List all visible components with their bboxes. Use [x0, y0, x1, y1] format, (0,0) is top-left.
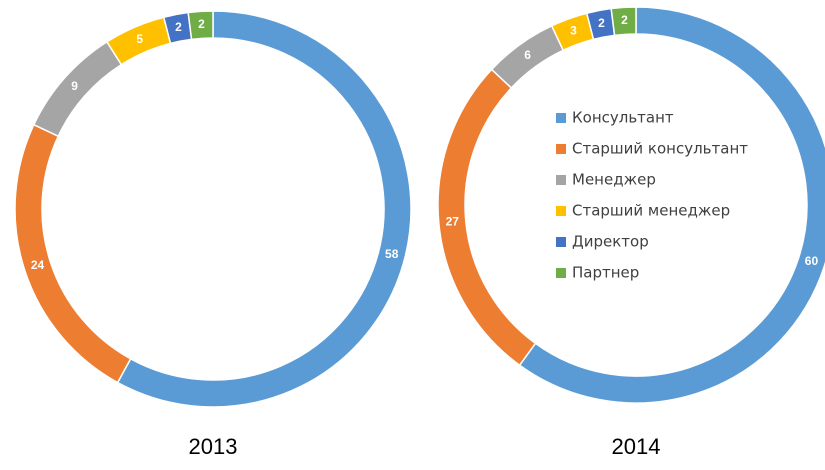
legend-label: Менеджер — [572, 171, 656, 189]
legend-label: Консультант — [572, 109, 674, 127]
donut-slice — [610, 6, 637, 37]
legend-label: Партнер — [572, 264, 639, 282]
legend-swatch — [556, 144, 566, 154]
legend-swatch — [556, 237, 566, 247]
donut-slice — [116, 10, 412, 408]
data-label: 2 — [175, 20, 182, 34]
legend-swatch — [556, 175, 566, 185]
data-label: 58 — [385, 247, 399, 261]
chart-title: 2013 — [189, 434, 238, 459]
legend-label: Директор — [572, 233, 649, 251]
data-label: 5 — [136, 32, 143, 46]
data-label: 2 — [621, 13, 628, 27]
data-label: 27 — [446, 215, 460, 229]
data-label: 2 — [598, 16, 605, 30]
data-label: 3 — [570, 24, 577, 38]
legend-swatch — [556, 113, 566, 123]
data-label: 9 — [71, 79, 78, 93]
data-label: 6 — [524, 48, 531, 62]
data-label: 60 — [805, 254, 819, 268]
legend-swatch — [556, 206, 566, 216]
data-label: 2 — [198, 17, 205, 31]
data-label: 24 — [31, 258, 45, 272]
legend-label: Старший менеджер — [572, 202, 730, 220]
legend-label: Старший консультант — [572, 140, 748, 158]
chart-title: 2014 — [612, 434, 661, 459]
donut-slice — [187, 10, 214, 41]
legend-swatch — [556, 268, 566, 278]
donut-slice — [14, 123, 132, 384]
